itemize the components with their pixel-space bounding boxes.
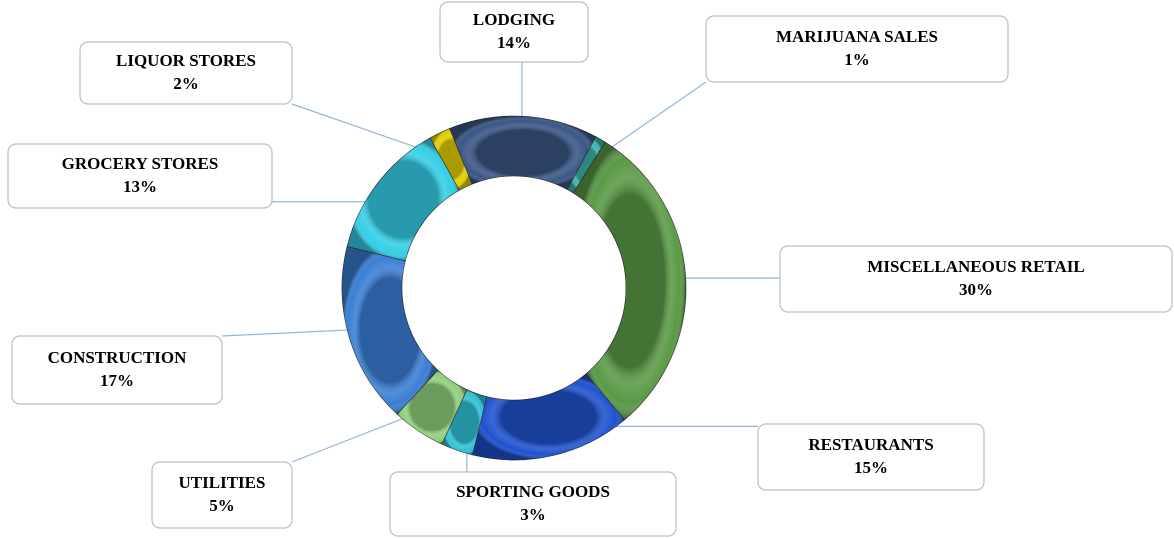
value-label: 13% xyxy=(123,177,157,196)
category-label: UTILITIES xyxy=(179,473,266,492)
value-label: 15% xyxy=(854,458,888,477)
value-label: 30% xyxy=(959,280,993,299)
label-box xyxy=(79,41,293,105)
category-label: RESTAURANTS xyxy=(808,435,933,454)
label-box xyxy=(757,423,985,491)
label-box xyxy=(389,471,677,537)
label-box xyxy=(705,15,1009,83)
donut-slice xyxy=(572,141,687,421)
category-label: LIQUOR STORES xyxy=(116,51,256,70)
label-box xyxy=(779,245,1173,313)
label-box xyxy=(151,461,293,529)
category-label: GROCERY STORES xyxy=(62,154,219,173)
label-box xyxy=(11,335,223,405)
value-label: 14% xyxy=(497,33,531,52)
value-label: 1% xyxy=(844,50,870,69)
value-label: 3% xyxy=(520,505,546,524)
value-label: 5% xyxy=(209,496,235,515)
category-label: LODGING xyxy=(473,10,555,29)
category-label: CONSTRUCTION xyxy=(48,348,188,367)
category-label: SPORTING GOODS xyxy=(456,482,610,501)
label-box xyxy=(439,1,589,63)
category-label: MISCELLANEOUS RETAIL xyxy=(867,257,1084,276)
label-box xyxy=(7,143,273,209)
value-label: 17% xyxy=(100,371,134,390)
value-label: 2% xyxy=(173,74,199,93)
category-label: MARIJUANA SALES xyxy=(776,27,938,46)
